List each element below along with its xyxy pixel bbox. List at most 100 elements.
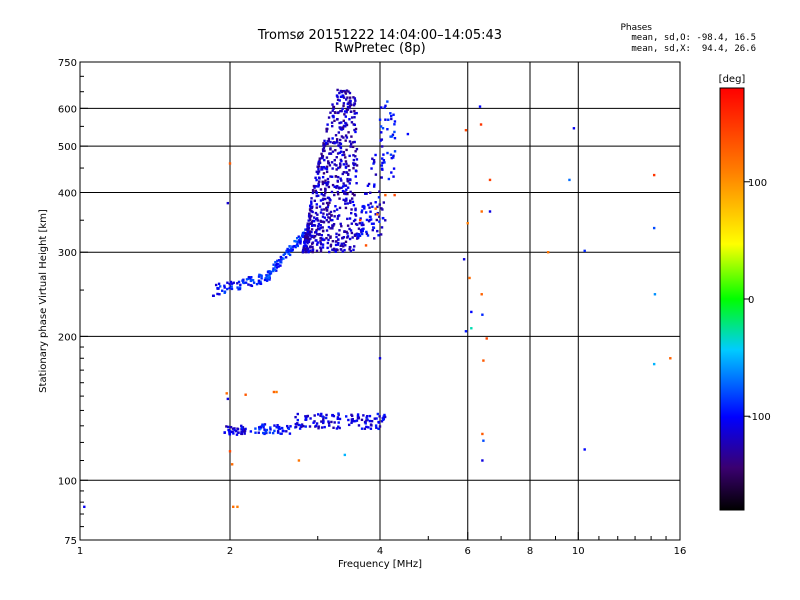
data-point: [331, 141, 335, 144]
data-point: [482, 439, 485, 442]
y-tick-label: 750: [58, 58, 77, 69]
data-point: [349, 110, 353, 113]
data-point: [266, 270, 270, 273]
data-point: [338, 144, 341, 148]
data-point: [341, 250, 344, 253]
data-point: [290, 248, 293, 251]
data-point: [378, 118, 382, 121]
data-point: [321, 243, 325, 246]
data-point: [349, 99, 352, 103]
data-point: [325, 165, 329, 168]
data-point: [367, 182, 371, 186]
data-point: [316, 241, 319, 244]
data-point: [308, 222, 311, 225]
data-point: [352, 158, 356, 162]
data-point: [314, 176, 317, 179]
data-point: [263, 278, 267, 282]
data-point: [247, 277, 250, 281]
y-tick-label: 400: [58, 188, 77, 199]
data-point: [359, 217, 362, 220]
data-point: [335, 186, 338, 189]
data-point: [343, 192, 346, 195]
data-point: [300, 425, 303, 429]
data-point: [378, 215, 381, 218]
data-point: [652, 226, 656, 230]
data-point: [370, 424, 373, 427]
data-point: [350, 231, 354, 235]
data-point: [392, 113, 395, 116]
data-point: [378, 190, 381, 193]
data-point: [338, 166, 342, 169]
data-point: [390, 135, 394, 138]
data-point: [320, 154, 324, 158]
data-point: [332, 107, 335, 110]
data-point: [357, 424, 361, 427]
data-point: [375, 218, 378, 222]
data-point: [259, 274, 262, 277]
data-point: [301, 250, 305, 254]
data-point: [240, 432, 244, 436]
data-point: [335, 427, 339, 430]
data-point: [344, 160, 348, 163]
data-point: [244, 393, 247, 396]
data-point: [331, 150, 335, 153]
data-point: [319, 224, 322, 227]
data-point: [381, 157, 384, 160]
data-point: [350, 421, 353, 424]
data-point: [232, 432, 235, 435]
data-point: [214, 283, 218, 287]
data-point: [381, 208, 384, 211]
data-point: [340, 109, 343, 113]
data-point: [382, 415, 385, 418]
data-point: [305, 233, 308, 236]
data-point: [354, 169, 358, 172]
data-point: [322, 193, 325, 197]
data-point: [390, 156, 393, 160]
data-point: [343, 110, 347, 113]
data-point: [365, 230, 368, 234]
data-point: [313, 216, 316, 219]
data-point: [371, 157, 374, 160]
data-point: [288, 432, 292, 435]
data-point: [223, 286, 226, 289]
data-point: [304, 228, 307, 231]
data-point: [226, 397, 230, 401]
data-point: [327, 225, 331, 229]
data-point: [369, 191, 372, 194]
data-point: [354, 419, 357, 423]
data-point: [298, 239, 301, 242]
data-point: [389, 114, 393, 118]
data-point: [344, 125, 347, 128]
data-point: [240, 430, 243, 433]
data-point: [298, 427, 302, 430]
data-point: [277, 426, 280, 429]
data-point: [365, 416, 368, 419]
data-point: [340, 128, 343, 131]
data-point: [258, 426, 261, 429]
data-point: [323, 425, 326, 429]
data-point: [251, 279, 255, 282]
data-point: [335, 208, 339, 211]
data-point: [328, 152, 331, 155]
data-point: [326, 246, 329, 250]
data-point: [323, 144, 326, 148]
data-point: [348, 237, 352, 241]
data-point: [358, 222, 361, 225]
data-point: [244, 281, 248, 284]
data-point: [271, 431, 275, 435]
data-point: [353, 123, 357, 127]
data-point: [329, 227, 332, 230]
data-point: [382, 418, 385, 421]
data-point: [319, 199, 323, 202]
data-point: [307, 250, 310, 254]
data-point: [225, 425, 228, 428]
data-point: [322, 172, 326, 175]
data-point: [342, 124, 346, 128]
data-point: [325, 237, 328, 240]
data-point: [259, 425, 263, 428]
data-point: [218, 293, 221, 296]
data-point: [319, 237, 322, 240]
data-point: [310, 214, 313, 218]
data-point: [311, 245, 314, 249]
data-point: [237, 288, 240, 291]
